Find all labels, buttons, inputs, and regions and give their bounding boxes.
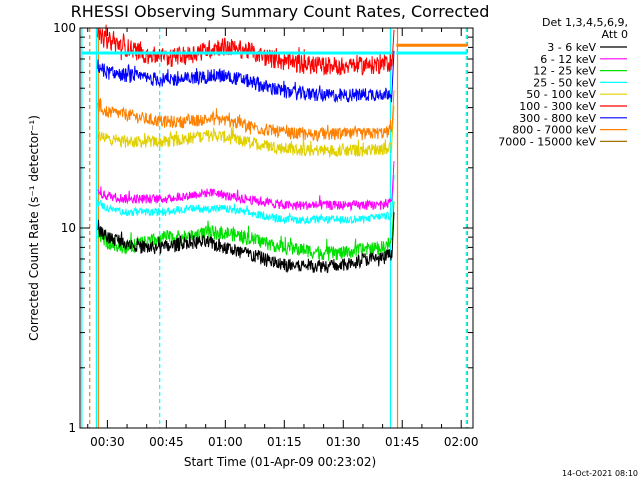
- series-line: [97, 212, 395, 274]
- footer-date-stamp: 14-Oct-2021 08:10: [562, 469, 638, 478]
- legend-attenuator-header: Att 0: [602, 28, 628, 41]
- legend-label: 7000 - 15000 keV: [498, 135, 596, 148]
- series-line: [97, 50, 395, 103]
- plateau-lines: [81, 43, 468, 55]
- x-tick-label: 02:00: [444, 435, 479, 449]
- x-tick-label: 00:30: [90, 435, 125, 449]
- series-line: [97, 161, 395, 212]
- y-tick-label: 100: [53, 21, 76, 35]
- x-tick-label: 01:00: [208, 435, 243, 449]
- x-tick-label: 00:45: [149, 435, 184, 449]
- chart-title: RHESSI Observing Summary Count Rates, Co…: [71, 2, 490, 21]
- x-tick-label: 01:30: [326, 435, 361, 449]
- series-line: [97, 24, 395, 76]
- y-tick-label: 1: [68, 421, 76, 435]
- legend-label: 12 - 25 keV: [533, 65, 596, 78]
- y-axis: 1 10 100: [53, 21, 473, 435]
- series-layer: [97, 24, 395, 274]
- legend-detector-header: Det 1,3,4,5,6,9,: [542, 16, 628, 29]
- plot-area: [81, 24, 469, 428]
- series-line: [97, 90, 395, 143]
- legend-label: 50 - 100 keV: [526, 88, 596, 101]
- x-axis-label: Start Time (01-Apr-09 00:23:02): [184, 455, 376, 469]
- y-axis-label: Corrected Count Rate (s⁻¹ detector⁻¹): [27, 115, 41, 341]
- x-axis: 00:30 00:45 01:00 01:15 01:30 01:45 02:00: [87, 28, 479, 449]
- legend-label: 25 - 50 keV: [533, 76, 596, 89]
- series-line: [97, 174, 395, 225]
- y-tick-label: 10: [61, 221, 76, 235]
- legend-label: 6 - 12 keV: [540, 53, 596, 66]
- legend-label: 3 - 6 keV: [547, 41, 596, 54]
- x-tick-label: 01:15: [267, 435, 302, 449]
- legend-label: 800 - 7000 keV: [512, 124, 596, 137]
- x-tick-label: 01:45: [385, 435, 420, 449]
- series-line: [97, 105, 395, 159]
- legend-label: 100 - 300 keV: [519, 100, 596, 113]
- legend-label: 300 - 800 keV: [519, 112, 596, 125]
